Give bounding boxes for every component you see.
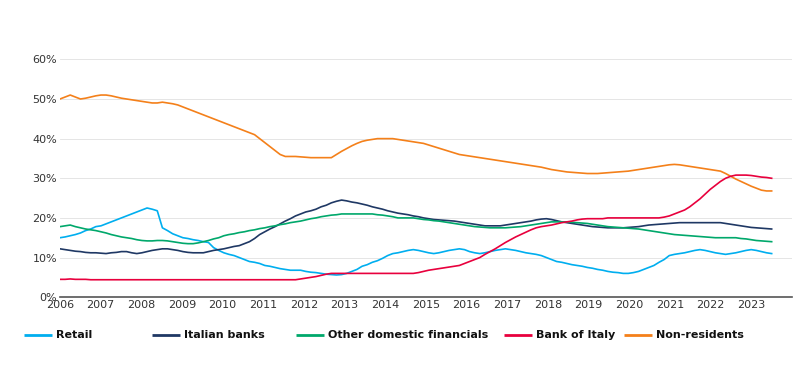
- Bank of Italy: [731, 173, 741, 178]
- Italian banks: [418, 216, 428, 220]
- Non-residents: [762, 189, 771, 193]
- Italian banks: [102, 251, 111, 256]
- Bank of Italy: [86, 277, 95, 282]
- Retail: [362, 263, 372, 267]
- Retail: [55, 235, 65, 240]
- Other domestic financials: [127, 236, 137, 241]
- Non-residents: [102, 93, 111, 97]
- Non-residents: [767, 189, 777, 193]
- Non-residents: [358, 139, 367, 144]
- Bank of Italy: [767, 176, 777, 181]
- Line: Non-residents: Non-residents: [60, 95, 772, 191]
- Bank of Italy: [358, 271, 367, 276]
- Non-residents: [86, 95, 95, 99]
- Non-residents: [66, 93, 75, 97]
- Italian banks: [188, 250, 198, 255]
- Retail: [418, 249, 428, 254]
- Italian banks: [767, 227, 777, 231]
- Text: Italian banks: Italian banks: [184, 330, 265, 340]
- Non-residents: [132, 98, 142, 103]
- Italian banks: [96, 251, 106, 256]
- Bank of Italy: [188, 277, 198, 282]
- Italian banks: [81, 250, 90, 255]
- Bank of Italy: [414, 271, 423, 275]
- Bank of Italy: [132, 277, 142, 282]
- Line: Retail: Retail: [60, 208, 772, 275]
- Other domestic financials: [418, 217, 428, 222]
- Line: Italian banks: Italian banks: [60, 200, 772, 254]
- Retail: [332, 273, 342, 277]
- Non-residents: [414, 140, 423, 145]
- Other domestic financials: [55, 224, 65, 229]
- Other domestic financials: [188, 242, 198, 246]
- Line: Other domestic financials: Other domestic financials: [60, 214, 772, 244]
- Bank of Italy: [102, 277, 111, 282]
- Retail: [96, 224, 106, 228]
- Other domestic financials: [362, 212, 372, 216]
- Retail: [188, 237, 198, 242]
- Bank of Italy: [81, 277, 90, 282]
- Retail: [767, 251, 777, 256]
- Bank of Italy: [55, 277, 65, 282]
- Other domestic financials: [81, 227, 90, 231]
- Retail: [81, 228, 90, 233]
- Italian banks: [55, 247, 65, 251]
- Other domestic financials: [337, 212, 346, 216]
- Text: Other domestic financials: Other domestic financials: [328, 330, 488, 340]
- Other domestic financials: [96, 229, 106, 234]
- Retail: [127, 212, 137, 216]
- Non-residents: [55, 97, 65, 101]
- Italian banks: [132, 251, 142, 256]
- Line: Bank of Italy: Bank of Italy: [60, 175, 772, 280]
- Italian banks: [362, 203, 372, 208]
- Non-residents: [188, 109, 198, 113]
- Text: Bank of Italy: Bank of Italy: [536, 330, 615, 340]
- Text: Retail: Retail: [56, 330, 92, 340]
- Italian banks: [337, 198, 346, 202]
- Other domestic financials: [183, 242, 193, 246]
- Other domestic financials: [767, 239, 777, 244]
- Text: Non-residents: Non-residents: [656, 330, 744, 340]
- Retail: [142, 206, 152, 210]
